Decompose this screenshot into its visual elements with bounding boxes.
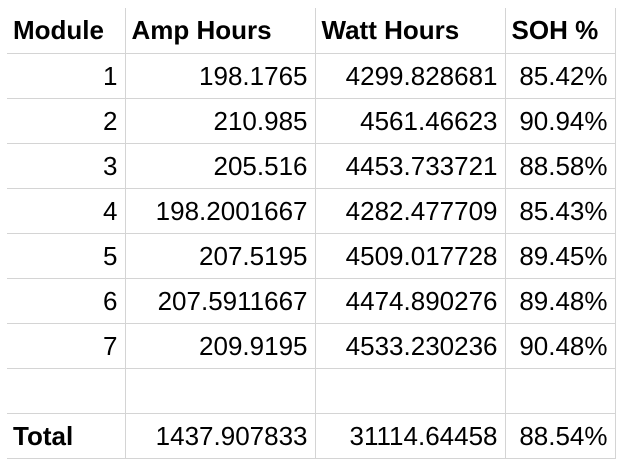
header-cell-amp-hours[interactable]: Amp Hours bbox=[124, 8, 316, 54]
cell-amp-hours[interactable]: 210.985 bbox=[124, 97, 316, 144]
table-row: 2 210.985 4561.46623 90.94% bbox=[7, 97, 616, 144]
header-cell-module[interactable]: Module bbox=[7, 8, 126, 54]
cell-module[interactable]: 7 bbox=[7, 322, 126, 369]
table-row: 3 205.516 4453.733721 88.58% bbox=[7, 142, 616, 189]
total-label-cell[interactable]: Total bbox=[7, 412, 126, 459]
cell-watt-hours[interactable]: 4453.733721 bbox=[314, 142, 506, 189]
cell-soh[interactable]: 85.43% bbox=[504, 187, 616, 234]
cell-watt-hours[interactable]: 4533.230236 bbox=[314, 322, 506, 369]
empty-cell[interactable] bbox=[124, 367, 316, 414]
cell-amp-hours[interactable]: 205.516 bbox=[124, 142, 316, 189]
header-row: Module Amp Hours Watt Hours SOH % bbox=[7, 8, 616, 54]
cell-amp-hours[interactable]: 198.2001667 bbox=[124, 187, 316, 234]
cell-module[interactable]: 6 bbox=[7, 277, 126, 324]
cell-watt-hours[interactable]: 4282.477709 bbox=[314, 187, 506, 234]
table-row: 5 207.5195 4509.017728 89.45% bbox=[7, 232, 616, 279]
header-cell-soh[interactable]: SOH % bbox=[504, 8, 616, 54]
empty-cell[interactable] bbox=[7, 367, 126, 414]
blank-row bbox=[7, 367, 616, 414]
cell-amp-hours[interactable]: 209.9195 bbox=[124, 322, 316, 369]
cell-soh[interactable]: 85.42% bbox=[504, 52, 616, 99]
total-soh-cell[interactable]: 88.54% bbox=[504, 412, 616, 459]
total-watt-hours-cell[interactable]: 31114.64458 bbox=[314, 412, 506, 459]
cell-amp-hours[interactable]: 207.5911667 bbox=[124, 277, 316, 324]
total-amp-hours-cell[interactable]: 1437.907833 bbox=[124, 412, 316, 459]
empty-cell[interactable] bbox=[314, 367, 506, 414]
cell-watt-hours[interactable]: 4299.828681 bbox=[314, 52, 506, 99]
cell-watt-hours[interactable]: 4509.017728 bbox=[314, 232, 506, 279]
cell-amp-hours[interactable]: 207.5195 bbox=[124, 232, 316, 279]
cell-soh[interactable]: 90.94% bbox=[504, 97, 616, 144]
header-cell-watt-hours[interactable]: Watt Hours bbox=[314, 8, 506, 54]
cell-watt-hours[interactable]: 4474.890276 bbox=[314, 277, 506, 324]
empty-cell[interactable] bbox=[504, 367, 616, 414]
module-table: Module Amp Hours Watt Hours SOH % 1 198.… bbox=[7, 8, 616, 459]
cell-module[interactable]: 1 bbox=[7, 52, 126, 99]
cell-amp-hours[interactable]: 198.1765 bbox=[124, 52, 316, 99]
cell-watt-hours[interactable]: 4561.46623 bbox=[314, 97, 506, 144]
cell-soh[interactable]: 90.48% bbox=[504, 322, 616, 369]
cell-soh[interactable]: 89.45% bbox=[504, 232, 616, 279]
table-row: 1 198.1765 4299.828681 85.42% bbox=[7, 52, 616, 99]
total-row: Total 1437.907833 31114.64458 88.54% bbox=[7, 412, 616, 459]
cell-module[interactable]: 5 bbox=[7, 232, 126, 279]
table-row: 7 209.9195 4533.230236 90.48% bbox=[7, 322, 616, 369]
cell-soh[interactable]: 89.48% bbox=[504, 277, 616, 324]
table-row: 6 207.5911667 4474.890276 89.48% bbox=[7, 277, 616, 324]
cell-module[interactable]: 3 bbox=[7, 142, 126, 189]
cell-module[interactable]: 4 bbox=[7, 187, 126, 234]
cell-soh[interactable]: 88.58% bbox=[504, 142, 616, 189]
cell-module[interactable]: 2 bbox=[7, 97, 126, 144]
table-row: 4 198.2001667 4282.477709 85.43% bbox=[7, 187, 616, 234]
